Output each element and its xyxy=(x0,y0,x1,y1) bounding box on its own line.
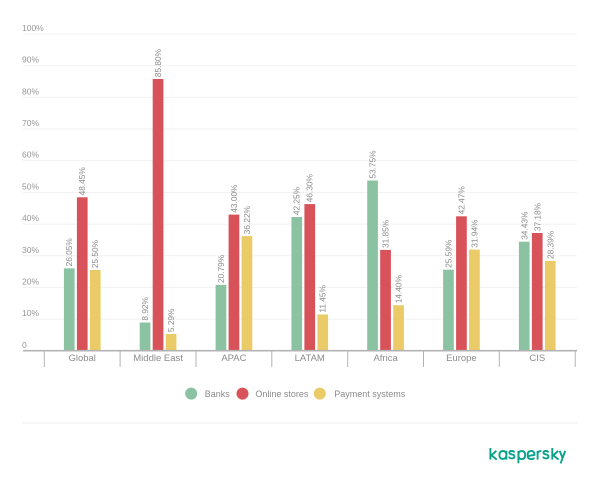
svg-text:20%: 20% xyxy=(22,276,39,286)
svg-text:31.85%: 31.85% xyxy=(381,219,391,248)
svg-text:31.94%: 31.94% xyxy=(469,219,479,248)
svg-text:LATAM: LATAM xyxy=(295,353,325,364)
svg-text:0: 0 xyxy=(22,340,27,350)
svg-text:Middle East: Middle East xyxy=(133,353,183,364)
svg-text:100%: 100% xyxy=(22,23,44,33)
svg-text:25.50%: 25.50% xyxy=(90,239,100,268)
svg-text:90%: 90% xyxy=(22,55,39,65)
svg-text:70%: 70% xyxy=(22,118,39,128)
svg-text:42.47%: 42.47% xyxy=(456,186,466,215)
svg-text:10%: 10% xyxy=(22,308,39,318)
svg-text:42.25%: 42.25% xyxy=(292,186,302,215)
svg-text:28.39%: 28.39% xyxy=(545,230,555,259)
svg-text:48.45%: 48.45% xyxy=(77,167,87,196)
svg-text:60%: 60% xyxy=(22,150,39,160)
svg-text:40%: 40% xyxy=(22,213,39,223)
svg-text:Online stores: Online stores xyxy=(255,389,309,399)
svg-text:Global: Global xyxy=(68,353,95,364)
svg-text:80%: 80% xyxy=(22,86,39,96)
svg-text:37.18%: 37.18% xyxy=(532,202,542,231)
svg-text:26.05%: 26.05% xyxy=(64,238,74,267)
svg-text:CIS: CIS xyxy=(529,353,545,364)
svg-text:53.75%: 53.75% xyxy=(368,150,378,179)
svg-text:36.22%: 36.22% xyxy=(242,205,252,234)
svg-text:43.00%: 43.00% xyxy=(229,184,239,213)
svg-text:34.43%: 34.43% xyxy=(519,211,529,240)
svg-text:11.45%: 11.45% xyxy=(318,284,328,312)
svg-text:8.92%: 8.92% xyxy=(140,296,150,320)
svg-text:Banks: Banks xyxy=(205,389,231,399)
svg-text:APAC: APAC xyxy=(221,353,246,364)
svg-text:5.29%: 5.29% xyxy=(166,308,176,332)
svg-text:Payment systems: Payment systems xyxy=(334,389,406,399)
svg-text:85.80%: 85.80% xyxy=(153,48,163,77)
svg-text:50%: 50% xyxy=(22,181,39,191)
svg-text:46.30%: 46.30% xyxy=(305,173,315,202)
svg-text:25.59%: 25.59% xyxy=(443,239,453,268)
svg-text:Europe: Europe xyxy=(446,353,477,364)
svg-text:14.40%: 14.40% xyxy=(394,275,404,304)
svg-text:Africa: Africa xyxy=(373,353,398,364)
svg-text:20.79%: 20.79% xyxy=(216,254,226,283)
svg-text:30%: 30% xyxy=(22,245,39,255)
